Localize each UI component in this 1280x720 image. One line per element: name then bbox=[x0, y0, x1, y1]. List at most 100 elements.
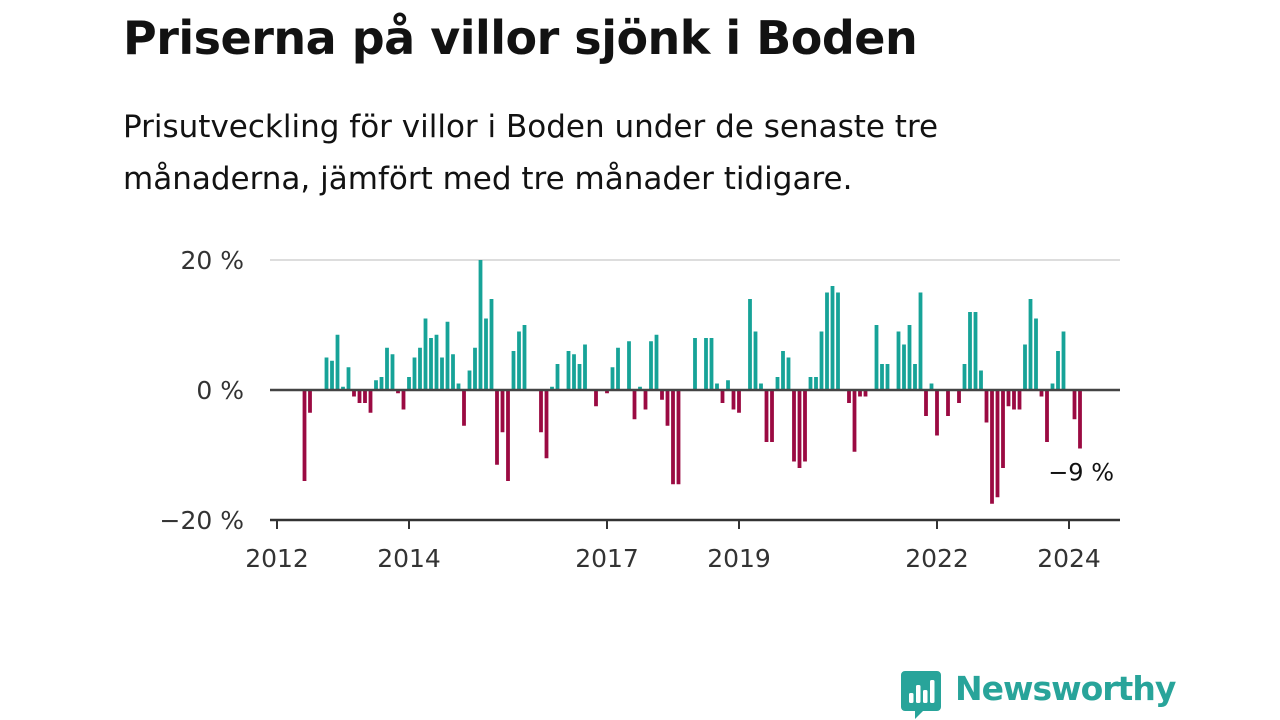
bar bbox=[324, 357, 329, 390]
bar bbox=[907, 325, 912, 390]
bar bbox=[665, 390, 670, 426]
bar bbox=[649, 341, 653, 390]
bar bbox=[902, 344, 906, 390]
bar bbox=[1039, 390, 1044, 397]
bar bbox=[1028, 299, 1033, 390]
bar bbox=[368, 390, 373, 413]
bar bbox=[1012, 390, 1016, 410]
bar bbox=[429, 338, 433, 390]
bar bbox=[808, 377, 813, 390]
chart-subtitle: Prisutveckling för villor i Boden under … bbox=[123, 109, 939, 197]
labels: 20 % 0 % −20 %2012 2014 2017 2019 2022 2024 −9 % bbox=[160, 246, 1114, 573]
bars bbox=[302, 260, 1082, 504]
bar bbox=[467, 370, 472, 390]
bar bbox=[1017, 390, 1022, 410]
bar bbox=[781, 351, 785, 390]
bar bbox=[522, 325, 527, 390]
bar bbox=[1006, 390, 1011, 407]
axes bbox=[270, 388, 1120, 529]
x-tick-label: 2014 bbox=[377, 544, 441, 573]
bar bbox=[495, 390, 499, 465]
bar bbox=[803, 390, 807, 462]
bar bbox=[863, 390, 868, 397]
last-value-annotation: −9 % bbox=[1048, 459, 1114, 487]
bar bbox=[385, 347, 389, 390]
newsworthy-logo-icon bbox=[901, 671, 941, 719]
bar bbox=[434, 334, 439, 390]
bar bbox=[401, 390, 406, 410]
bar bbox=[654, 334, 659, 390]
newsworthy-logo-text: Newsworthy bbox=[955, 669, 1176, 708]
bar bbox=[825, 292, 829, 390]
bar bbox=[330, 360, 334, 390]
bar bbox=[566, 351, 571, 390]
bar bbox=[352, 390, 356, 397]
bar bbox=[913, 364, 917, 390]
bar bbox=[1061, 331, 1066, 390]
bar bbox=[671, 390, 675, 485]
bar bbox=[638, 386, 642, 390]
bar bbox=[1050, 383, 1055, 390]
bar bbox=[489, 299, 494, 390]
bar bbox=[753, 331, 758, 390]
bar bbox=[852, 390, 857, 452]
bar bbox=[973, 312, 978, 390]
bar bbox=[935, 390, 939, 436]
bar bbox=[643, 390, 648, 410]
bar bbox=[511, 351, 516, 390]
bar bbox=[363, 390, 367, 403]
bar bbox=[440, 357, 444, 390]
bar bbox=[968, 312, 972, 390]
y-tick-label: 0 % bbox=[196, 376, 244, 405]
bar bbox=[539, 390, 543, 433]
bar bbox=[990, 390, 994, 504]
bar bbox=[1072, 390, 1077, 420]
x-tick-label: 2012 bbox=[245, 544, 309, 573]
bar bbox=[555, 364, 560, 390]
bar bbox=[390, 354, 395, 390]
bar bbox=[1056, 351, 1060, 390]
bar bbox=[957, 390, 961, 403]
bar bbox=[335, 334, 340, 390]
bar bbox=[407, 377, 411, 390]
bar bbox=[1023, 344, 1027, 390]
bar bbox=[379, 377, 384, 390]
bar bbox=[924, 390, 928, 416]
bar bbox=[517, 331, 521, 390]
bar bbox=[506, 390, 510, 481]
bar bbox=[764, 390, 769, 442]
bar bbox=[456, 383, 461, 390]
bar bbox=[550, 386, 554, 390]
bar bbox=[605, 390, 609, 394]
bar bbox=[423, 318, 428, 390]
bar bbox=[720, 390, 725, 403]
bar bbox=[676, 390, 681, 485]
bar bbox=[693, 338, 697, 390]
bar bbox=[830, 286, 835, 390]
bar bbox=[484, 318, 488, 390]
bar bbox=[632, 390, 637, 420]
x-tick-label: 2019 bbox=[707, 544, 771, 573]
bar bbox=[627, 341, 631, 390]
bar bbox=[308, 390, 312, 413]
bar bbox=[616, 347, 620, 390]
bar bbox=[357, 390, 362, 403]
bar bbox=[660, 390, 664, 400]
bar bbox=[819, 331, 824, 390]
bar bbox=[814, 377, 818, 390]
bar bbox=[1045, 390, 1049, 442]
bar-chart: 20 % 0 % −20 %2012 2014 2017 2019 2022 2024 −9 % bbox=[160, 246, 1120, 573]
y-tick-label: −20 % bbox=[160, 506, 244, 535]
bar bbox=[544, 390, 549, 459]
bar bbox=[726, 380, 730, 390]
bar bbox=[858, 390, 862, 397]
bar bbox=[775, 377, 780, 390]
bar bbox=[836, 292, 840, 390]
bar bbox=[797, 390, 802, 468]
chart-title: Priserna på villor sjönk i Boden bbox=[123, 11, 918, 65]
bar bbox=[759, 383, 763, 390]
bar bbox=[704, 338, 708, 390]
bar bbox=[748, 299, 752, 390]
bar bbox=[962, 364, 967, 390]
bar bbox=[979, 370, 983, 390]
